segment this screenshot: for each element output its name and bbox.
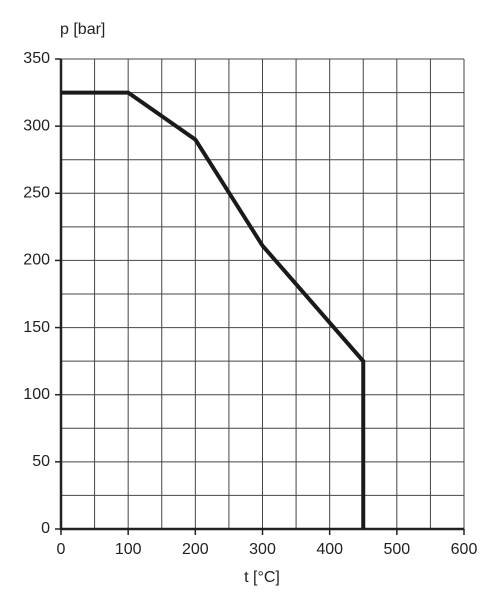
y-tick-label: 100	[23, 386, 50, 403]
x-tick-label: 500	[383, 541, 410, 558]
data-line	[61, 90, 366, 529]
y-tick-label: 200	[23, 252, 50, 269]
y-axis-label: p [bar]	[60, 21, 105, 38]
y-tick-label: 150	[23, 319, 50, 336]
x-tick-label: 100	[115, 541, 142, 558]
y-tick-label: 350	[23, 50, 50, 67]
y-tick-label: 0	[41, 520, 50, 537]
x-tick-label: 300	[249, 541, 276, 558]
x-axis-label: t [°C]	[244, 569, 280, 586]
x-tick-label: 400	[316, 541, 343, 558]
y-tick-label: 50	[32, 453, 50, 470]
x-tick-label: 600	[451, 541, 478, 558]
y-tick-label: 300	[23, 117, 50, 134]
x-tick-label: 0	[57, 541, 66, 558]
y-tick-label: 250	[23, 185, 50, 202]
x-tick-label: 200	[182, 541, 209, 558]
